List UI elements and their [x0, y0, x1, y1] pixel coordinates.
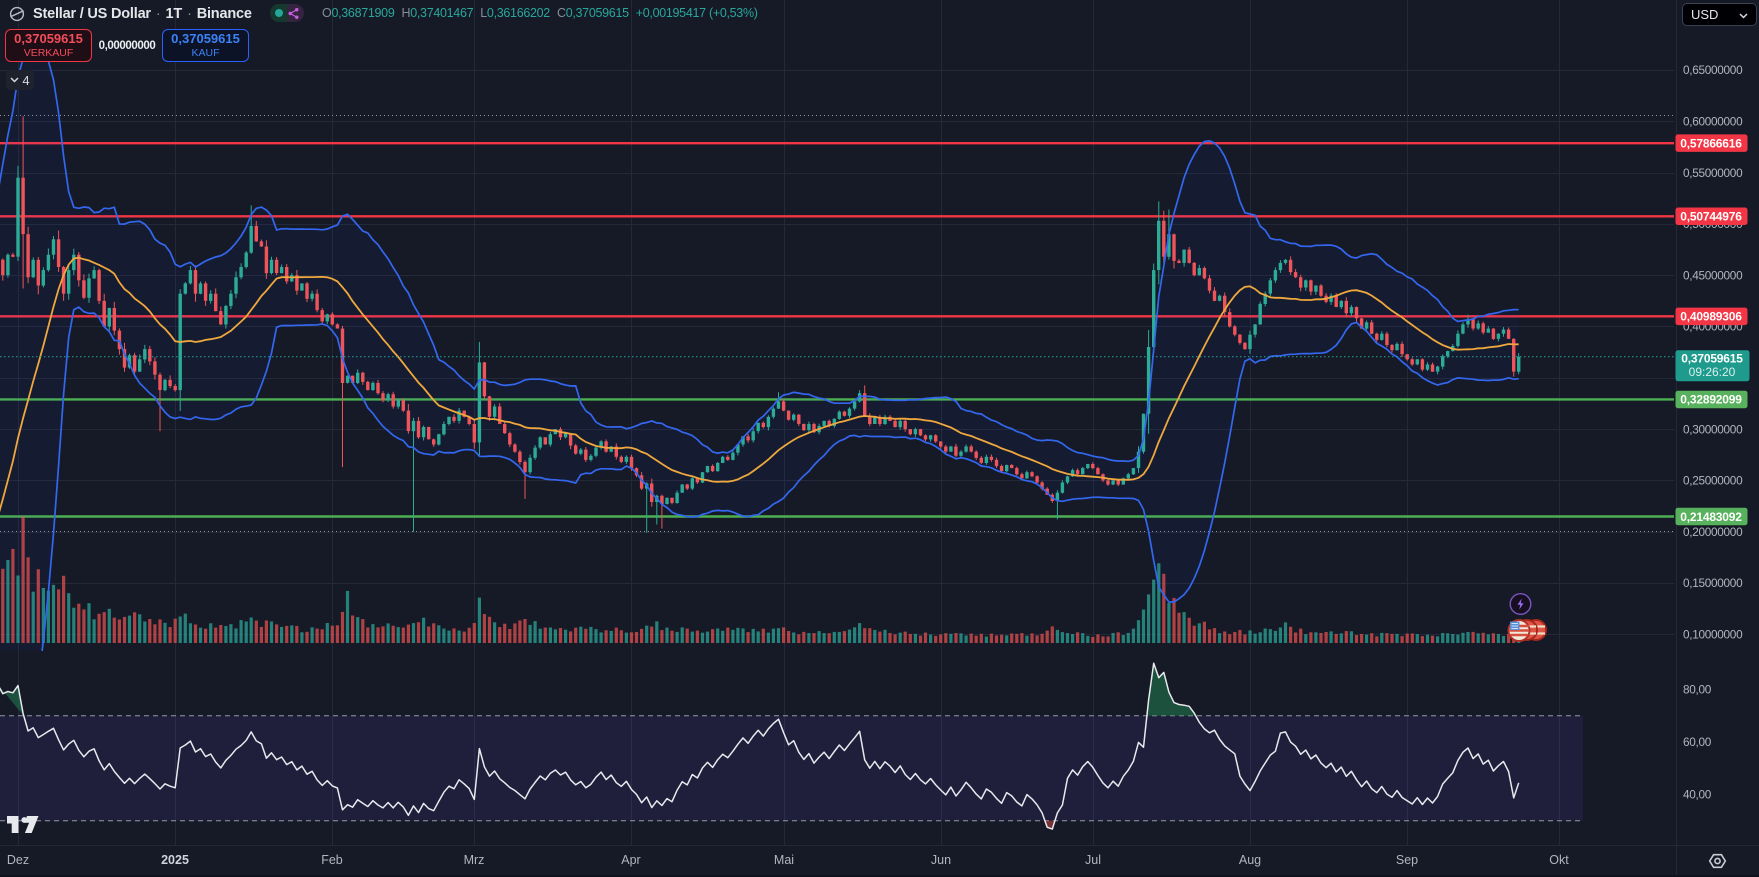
svg-text:Apr: Apr: [621, 853, 640, 867]
svg-text:0,21483092: 0,21483092: [1680, 510, 1742, 524]
svg-text:0,40989306: 0,40989306: [1680, 310, 1742, 324]
svg-text:Sep: Sep: [1396, 853, 1418, 867]
svg-text:60,00: 60,00: [1683, 735, 1712, 749]
svg-text:0,30000000: 0,30000000: [1683, 422, 1743, 436]
svg-text:Dez: Dez: [7, 853, 29, 867]
svg-text:Okt: Okt: [1549, 853, 1569, 867]
svg-text:0,15000000: 0,15000000: [1683, 576, 1743, 590]
svg-text:80,00: 80,00: [1683, 683, 1712, 697]
svg-text:2025: 2025: [161, 853, 189, 867]
svg-text:0,45000000: 0,45000000: [1683, 268, 1743, 282]
svg-text:0,57866616: 0,57866616: [1680, 137, 1742, 151]
svg-text:0,65000000: 0,65000000: [1683, 63, 1743, 77]
svg-text:0,60000000: 0,60000000: [1683, 115, 1743, 129]
svg-text:Jun: Jun: [931, 853, 951, 867]
svg-text:Mrz: Mrz: [464, 853, 485, 867]
svg-text:Aug: Aug: [1239, 853, 1261, 867]
svg-text:0,50744976: 0,50744976: [1680, 210, 1742, 224]
svg-text:0,20000000: 0,20000000: [1683, 525, 1743, 539]
svg-text:Jul: Jul: [1085, 853, 1101, 867]
svg-text:Mai: Mai: [774, 853, 794, 867]
svg-text:0,55000000: 0,55000000: [1683, 166, 1743, 180]
svg-text:09:26:20: 09:26:20: [1689, 365, 1736, 379]
svg-text:0,32892099: 0,32892099: [1680, 393, 1742, 407]
svg-text:0,10000000: 0,10000000: [1683, 628, 1743, 642]
svg-text:0,25000000: 0,25000000: [1683, 474, 1743, 488]
svg-text:Feb: Feb: [321, 853, 343, 867]
svg-text:40,00: 40,00: [1683, 788, 1712, 802]
svg-text:0,37059615: 0,37059615: [1681, 352, 1743, 366]
